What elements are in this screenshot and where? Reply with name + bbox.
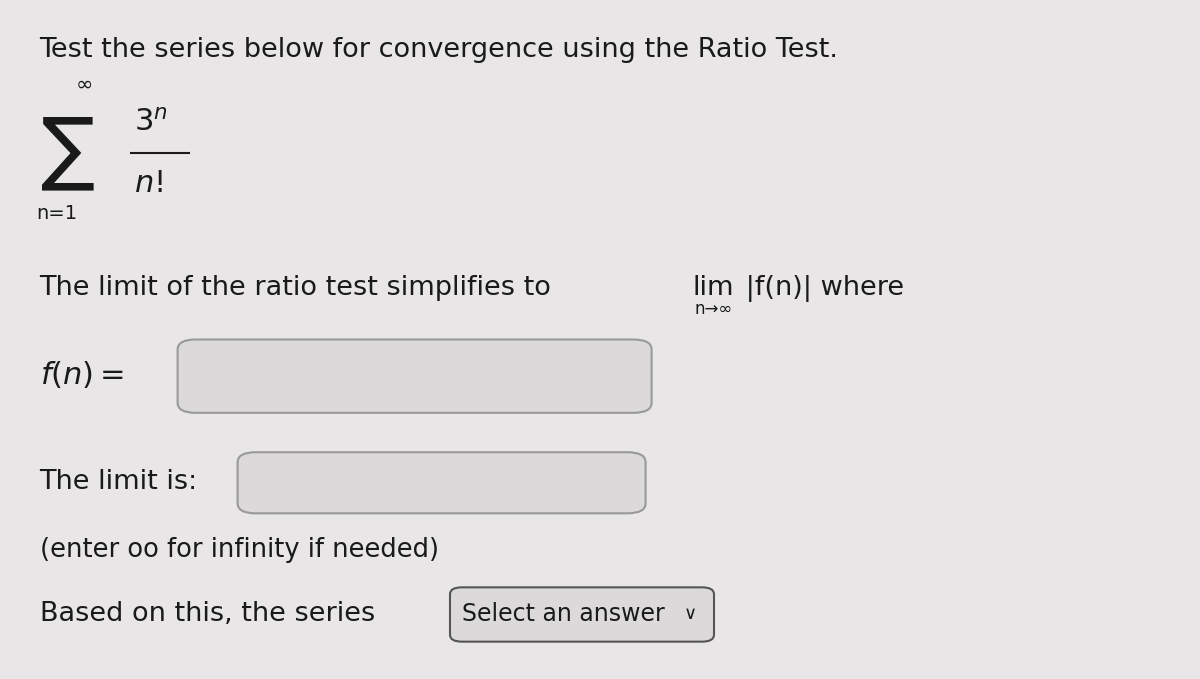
Text: Select an answer: Select an answer — [462, 602, 665, 627]
Text: ∑: ∑ — [40, 114, 94, 191]
Text: Test the series below for convergence using the Ratio Test.: Test the series below for convergence us… — [40, 37, 839, 63]
FancyBboxPatch shape — [450, 587, 714, 642]
Text: lim: lim — [692, 275, 734, 301]
Text: $f(n) =$: $f(n) =$ — [40, 359, 124, 390]
Text: The limit of the ratio test simplifies to: The limit of the ratio test simplifies t… — [40, 275, 560, 301]
Text: ∨: ∨ — [684, 606, 697, 623]
Text: (enter oo for infinity if needed): (enter oo for infinity if needed) — [40, 537, 439, 563]
Text: $n!$: $n!$ — [134, 169, 163, 198]
Text: n→∞: n→∞ — [695, 300, 733, 318]
Text: ∞: ∞ — [76, 75, 92, 95]
Text: $3^n$: $3^n$ — [134, 108, 168, 136]
Text: The limit is:: The limit is: — [40, 469, 198, 495]
Text: Based on this, the series: Based on this, the series — [40, 602, 374, 627]
FancyBboxPatch shape — [178, 340, 652, 413]
Text: |f(n)| where: |f(n)| where — [737, 275, 904, 302]
FancyBboxPatch shape — [238, 452, 646, 513]
Text: n=1: n=1 — [36, 204, 77, 223]
